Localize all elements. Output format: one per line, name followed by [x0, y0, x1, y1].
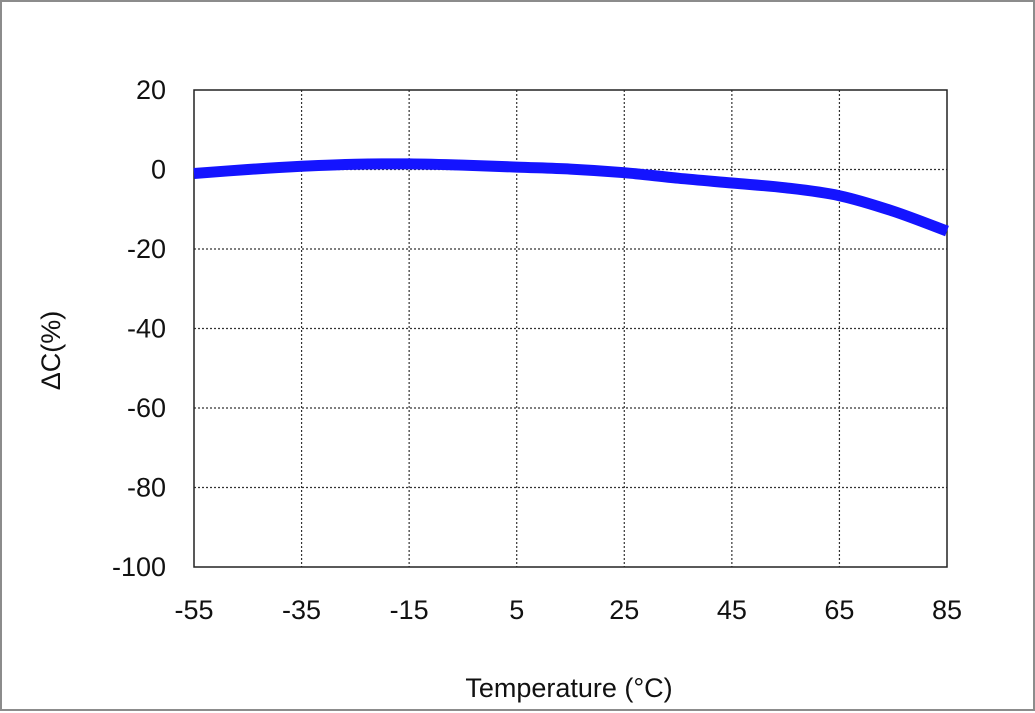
- x-tick-label: 45: [717, 595, 747, 625]
- y-tick-labels: 20 0 -20 -40 -60 -80 -100: [112, 75, 166, 582]
- x-tick-label: 85: [932, 595, 962, 625]
- x-tick-label: 5: [509, 595, 524, 625]
- x-tick-label: -35: [282, 595, 321, 625]
- y-tick-label: -40: [127, 314, 166, 344]
- y-axis-title: ΔC(%): [36, 311, 66, 391]
- x-tick-label: 25: [609, 595, 639, 625]
- x-tick-labels: -55 -35 -15 5 25 45 65 85: [174, 595, 962, 625]
- series-line-0: [193, 158, 949, 237]
- x-axis-title: Temperature (°C): [465, 673, 672, 703]
- y-tick-label: -60: [127, 393, 166, 423]
- x-tick-label: -15: [390, 595, 429, 625]
- x-tick-label: -55: [174, 595, 213, 625]
- series-layer: [193, 158, 949, 237]
- plot-area-border: [193, 89, 948, 568]
- y-tick-label: -20: [127, 234, 166, 264]
- y-tick-label: -80: [127, 473, 166, 503]
- x-tick-label: 65: [824, 595, 854, 625]
- y-tick-label: -100: [112, 552, 166, 582]
- y-tick-label: 0: [151, 155, 166, 185]
- y-tick-label: 20: [136, 75, 166, 105]
